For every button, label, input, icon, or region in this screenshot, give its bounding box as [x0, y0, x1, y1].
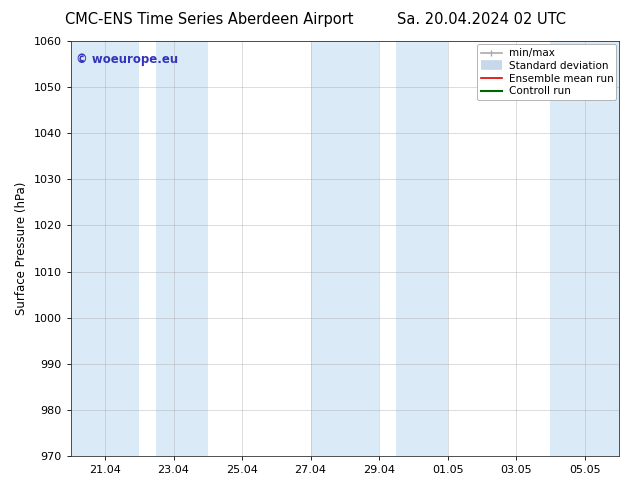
Y-axis label: Surface Pressure (hPa): Surface Pressure (hPa): [15, 182, 28, 315]
Bar: [71, 41, 139, 456]
Bar: [396, 41, 448, 456]
Text: Sa. 20.04.2024 02 UTC: Sa. 20.04.2024 02 UTC: [398, 12, 566, 27]
Text: CMC-ENS Time Series Aberdeen Airport: CMC-ENS Time Series Aberdeen Airport: [65, 12, 354, 27]
Legend: min/max, Standard deviation, Ensemble mean run, Controll run: min/max, Standard deviation, Ensemble me…: [477, 44, 616, 100]
Bar: [157, 41, 208, 456]
Bar: [550, 41, 634, 456]
Bar: [311, 41, 379, 456]
Text: © woeurope.eu: © woeurope.eu: [76, 53, 178, 67]
